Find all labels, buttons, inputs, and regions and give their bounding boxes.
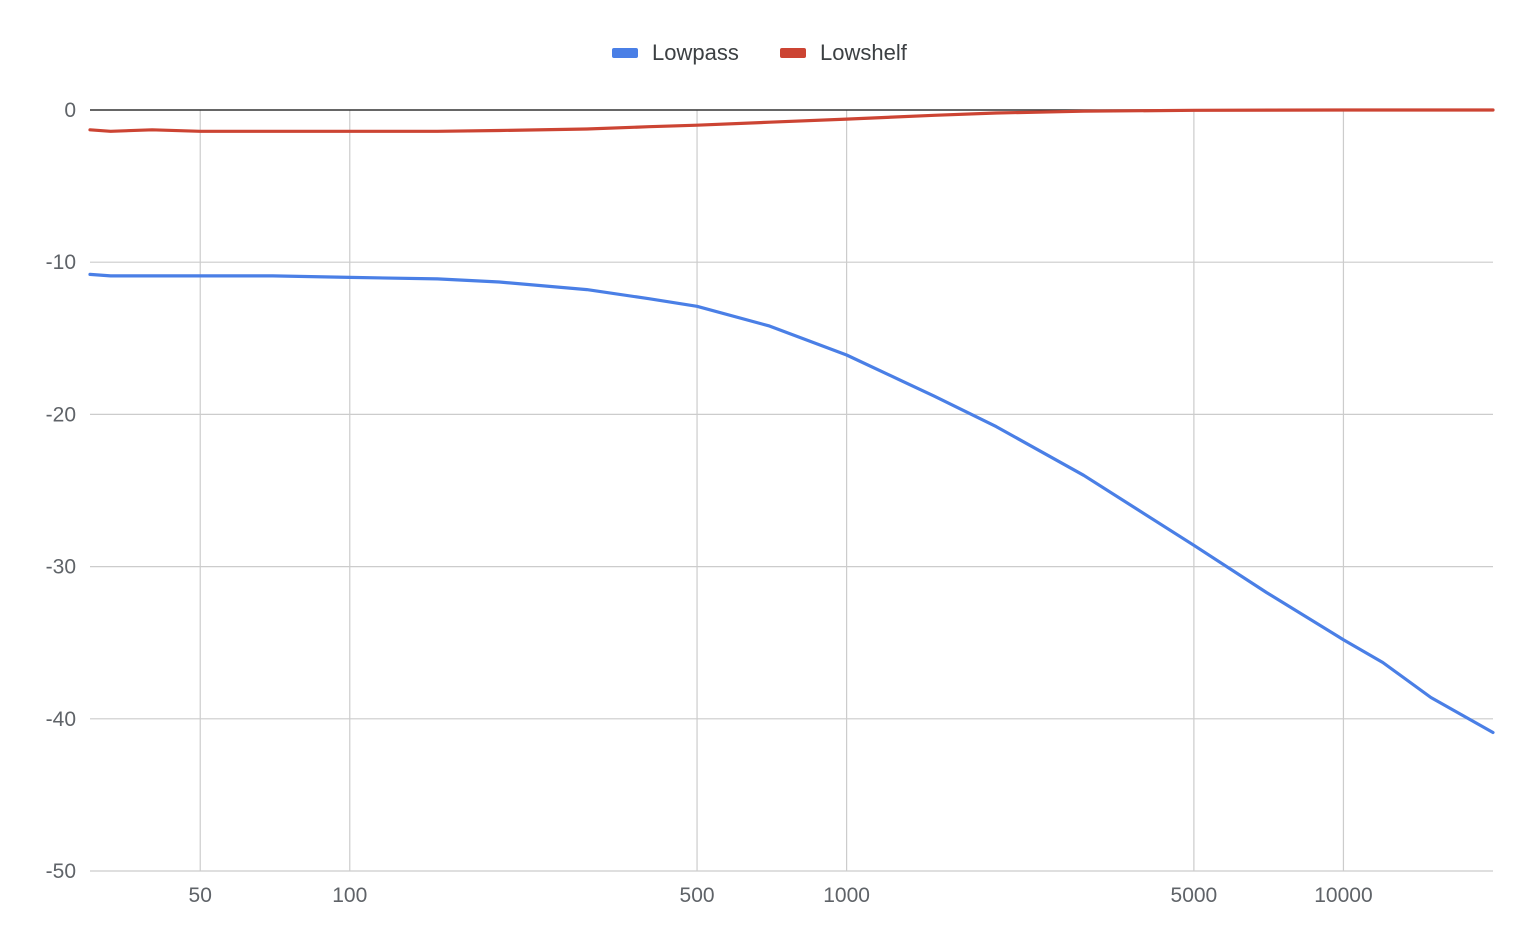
x-tick-label: 100 <box>332 884 367 907</box>
x-tick-label: 5000 <box>1171 884 1218 907</box>
x-tick-label: 500 <box>680 884 715 907</box>
axes: 0 -10 -20 -30 -40 -50 50 100 500 1000 5000 10000 <box>46 99 1493 907</box>
y-tick-label: -40 <box>46 708 76 731</box>
series-line-lowshelf <box>88 108 1495 133</box>
y-tick-label: -20 <box>46 403 76 426</box>
x-tick-label: 1000 <box>823 884 870 907</box>
series <box>88 108 1495 735</box>
legend-swatch-lowshelf <box>780 48 806 58</box>
x-tick-label: 50 <box>189 884 212 907</box>
grid <box>90 110 1493 872</box>
y-tick-label: -30 <box>46 556 76 579</box>
y-tick-label: -10 <box>46 251 76 274</box>
y-tick-label: -50 <box>46 860 76 883</box>
legend-label-lowpass: Lowpass <box>652 40 739 65</box>
legend: Lowpass Lowshelf <box>612 40 908 65</box>
legend-label-lowshelf: Lowshelf <box>820 40 908 65</box>
legend-swatch-lowpass <box>612 48 638 58</box>
y-tick-label: 0 <box>64 99 76 122</box>
x-tick-label: 10000 <box>1314 884 1372 907</box>
series-line-lowpass <box>88 272 1495 735</box>
